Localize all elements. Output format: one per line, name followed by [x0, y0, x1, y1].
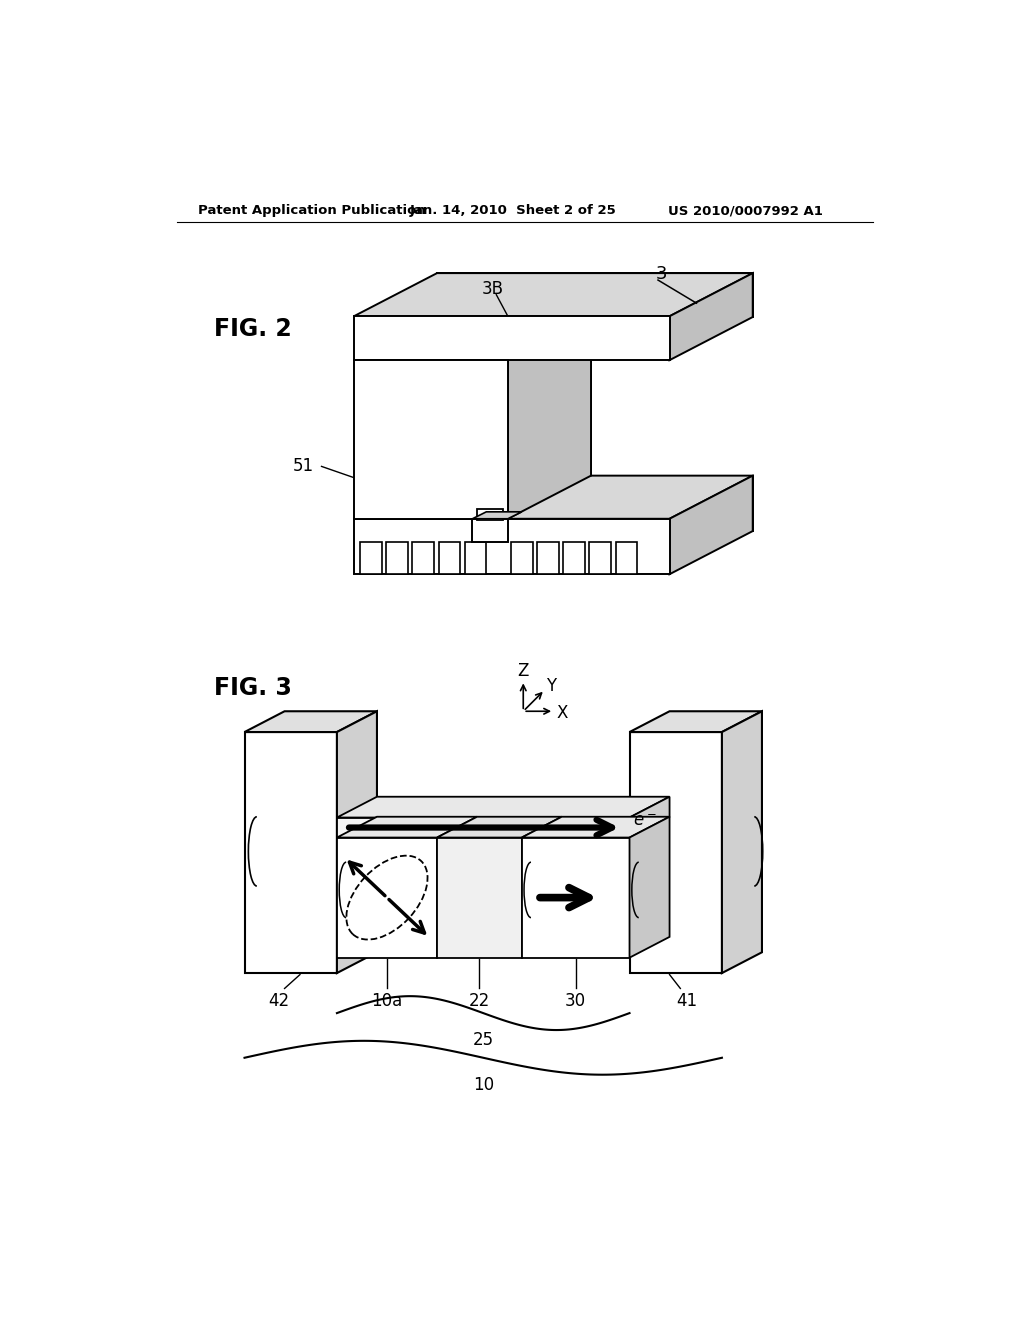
Text: 10a: 10a: [372, 991, 402, 1010]
Polygon shape: [630, 711, 762, 733]
Polygon shape: [508, 317, 591, 519]
Polygon shape: [477, 508, 503, 520]
Text: Y: Y: [546, 677, 556, 694]
Polygon shape: [590, 543, 611, 574]
Text: Z: Z: [517, 663, 529, 680]
Polygon shape: [354, 273, 753, 317]
Polygon shape: [670, 475, 753, 574]
Polygon shape: [563, 543, 585, 574]
Text: 3A: 3A: [605, 550, 628, 568]
Polygon shape: [360, 543, 382, 574]
Text: 10: 10: [473, 1076, 494, 1094]
Polygon shape: [511, 543, 532, 574]
Polygon shape: [437, 838, 521, 958]
Polygon shape: [386, 543, 408, 574]
Polygon shape: [245, 711, 377, 733]
Text: X: X: [556, 704, 567, 722]
Polygon shape: [354, 519, 670, 574]
Text: US 2010/0007992 A1: US 2010/0007992 A1: [668, 205, 823, 218]
Polygon shape: [354, 317, 670, 360]
Text: 3B: 3B: [481, 280, 504, 298]
Polygon shape: [354, 475, 753, 519]
Polygon shape: [437, 475, 753, 531]
Polygon shape: [437, 273, 753, 317]
Text: 22: 22: [469, 991, 490, 1010]
Text: FIG. 3: FIG. 3: [214, 676, 292, 700]
Polygon shape: [615, 543, 637, 574]
Polygon shape: [630, 797, 670, 838]
Polygon shape: [437, 317, 591, 475]
Text: 30: 30: [565, 991, 586, 1010]
Text: 3: 3: [656, 265, 668, 282]
Text: 25: 25: [473, 1031, 494, 1049]
Text: 42: 42: [268, 991, 289, 1010]
Polygon shape: [630, 817, 670, 958]
Polygon shape: [437, 817, 562, 838]
Polygon shape: [337, 711, 377, 973]
Text: Patent Application Publication: Patent Application Publication: [199, 205, 426, 218]
Polygon shape: [630, 733, 722, 973]
Polygon shape: [521, 817, 670, 838]
Polygon shape: [465, 543, 486, 574]
Text: FIG. 2: FIG. 2: [214, 317, 292, 342]
Polygon shape: [354, 317, 591, 360]
Polygon shape: [722, 711, 762, 973]
Polygon shape: [438, 543, 460, 574]
Text: 41: 41: [676, 991, 697, 1010]
Polygon shape: [337, 817, 477, 838]
Polygon shape: [413, 543, 434, 574]
Polygon shape: [245, 733, 337, 973]
Polygon shape: [472, 512, 521, 519]
Polygon shape: [337, 838, 437, 958]
Polygon shape: [337, 797, 670, 817]
Polygon shape: [670, 273, 753, 360]
Text: $e^-$: $e^-$: [633, 812, 656, 829]
Polygon shape: [354, 360, 508, 519]
Text: 51: 51: [293, 458, 314, 475]
Text: Jan. 14, 2010  Sheet 2 of 25: Jan. 14, 2010 Sheet 2 of 25: [410, 205, 616, 218]
Polygon shape: [538, 543, 559, 574]
Polygon shape: [521, 838, 630, 958]
Polygon shape: [472, 519, 508, 543]
Polygon shape: [337, 817, 630, 838]
